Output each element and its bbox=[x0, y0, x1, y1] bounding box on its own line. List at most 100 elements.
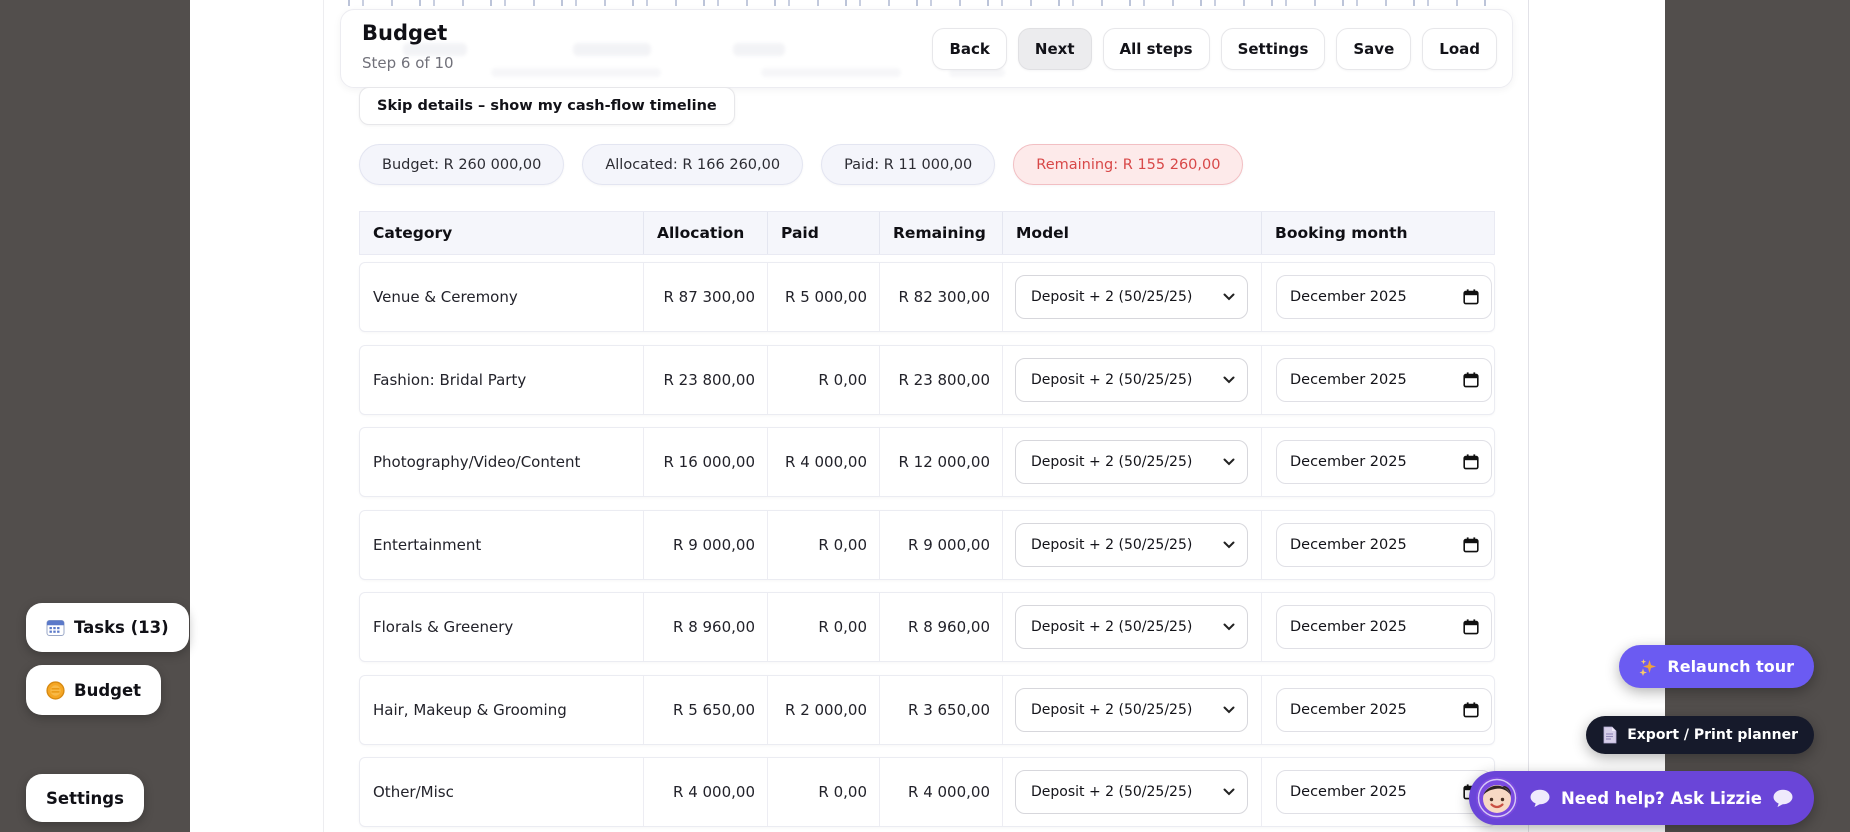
ghost-shape bbox=[949, 68, 1005, 77]
booking-month-input[interactable]: December 2025 bbox=[1276, 688, 1492, 732]
export-print-button[interactable]: Export / Print planner bbox=[1586, 716, 1814, 754]
column-header-category: Category bbox=[360, 212, 644, 254]
remaining-cell: R 8 960,00 bbox=[880, 593, 1003, 661]
paid-cell: R 0,00 bbox=[768, 346, 880, 414]
category-cell: Photography/Video/Content bbox=[360, 428, 644, 496]
export-print-label: Export / Print planner bbox=[1627, 727, 1798, 743]
booking-month-value: December 2025 bbox=[1290, 619, 1407, 635]
payment-model-select[interactable]: Deposit + 2 (50/25/25) bbox=[1015, 523, 1248, 567]
table-row: Hair, Makeup & Grooming R 5 650,00 R 2 0… bbox=[359, 675, 1495, 745]
summary-pills-row: Budget: R 260 000,00 Allocated: R 166 260… bbox=[359, 144, 1244, 185]
calendar-tasks-icon bbox=[46, 618, 65, 637]
tasks-button[interactable]: Tasks (13) bbox=[26, 603, 189, 652]
ghost-shape bbox=[491, 68, 661, 77]
relaunch-tour-label: Relaunch tour bbox=[1667, 657, 1794, 676]
summary-pill: Remaining: R 155 260,00 bbox=[1013, 144, 1244, 185]
calendar-icon[interactable] bbox=[1463, 702, 1479, 718]
calendar-icon[interactable] bbox=[1463, 537, 1479, 553]
calendar-icon[interactable] bbox=[1463, 289, 1479, 305]
calendar-icon[interactable] bbox=[1463, 372, 1479, 388]
booking-month-input[interactable]: December 2025 bbox=[1276, 770, 1492, 814]
step-indicator: Step 6 of 10 bbox=[362, 54, 454, 72]
column-header-model: Model bbox=[1003, 212, 1262, 254]
ghost-shape bbox=[573, 43, 651, 56]
payment-model-select[interactable]: Deposit + 2 (50/25/25) bbox=[1015, 605, 1248, 649]
ghost-shape bbox=[403, 43, 467, 56]
chevron-down-icon bbox=[1223, 541, 1235, 549]
payment-model-select[interactable]: Deposit + 2 (50/25/25) bbox=[1015, 688, 1248, 732]
allocation-cell: R 8 960,00 bbox=[644, 593, 768, 661]
header-button-all-steps[interactable]: All steps bbox=[1102, 27, 1210, 70]
payment-model-value: Deposit + 2 (50/25/25) bbox=[1031, 289, 1193, 305]
calendar-icon[interactable] bbox=[1463, 454, 1479, 470]
sparkles-icon bbox=[1639, 658, 1657, 676]
ghost-shape bbox=[761, 68, 901, 77]
booking-month-input[interactable]: December 2025 bbox=[1276, 605, 1492, 649]
remaining-cell: R 82 300,00 bbox=[880, 263, 1003, 331]
budget-nav-button[interactable]: Budget bbox=[26, 665, 162, 715]
category-cell: Florals & Greenery bbox=[360, 593, 644, 661]
booking-month-input[interactable]: December 2025 bbox=[1276, 358, 1492, 402]
category-cell: Fashion: Bridal Party bbox=[360, 346, 644, 414]
category-cell: Hair, Makeup & Grooming bbox=[360, 676, 644, 744]
table-row: Venue & Ceremony R 87 300,00 R 5 000,00 … bbox=[359, 262, 1495, 332]
column-header-booking-month: Booking month bbox=[1275, 224, 1408, 242]
payment-model-value: Deposit + 2 (50/25/25) bbox=[1031, 702, 1193, 718]
document-icon bbox=[1602, 726, 1617, 744]
summary-pill: Allocated: R 166 260,00 bbox=[582, 144, 804, 185]
payment-model-select[interactable]: Deposit + 2 (50/25/25) bbox=[1015, 358, 1248, 402]
allocation-cell: R 23 800,00 bbox=[644, 346, 768, 414]
header-button-next[interactable]: Next bbox=[1017, 27, 1092, 70]
booking-month-input[interactable]: December 2025 bbox=[1276, 440, 1492, 484]
ask-lizzie-button[interactable]: Need help? Ask Lizzie bbox=[1469, 771, 1814, 825]
table-row: Other/Misc R 4 000,00 R 0,00 R 4 000,00 … bbox=[359, 757, 1495, 827]
ask-lizzie-label: Need help? Ask Lizzie bbox=[1561, 788, 1762, 808]
settings-button[interactable]: Settings bbox=[26, 774, 144, 822]
category-cell: Entertainment bbox=[360, 511, 644, 579]
skip-details-button[interactable]: Skip details – show my cash-flow timelin… bbox=[359, 87, 735, 125]
paid-cell: R 0,00 bbox=[768, 593, 880, 661]
payment-model-select[interactable]: Deposit + 2 (50/25/25) bbox=[1015, 275, 1248, 319]
payment-model-value: Deposit + 2 (50/25/25) bbox=[1031, 372, 1193, 388]
calendar-icon[interactable] bbox=[1463, 619, 1479, 635]
chevron-down-icon bbox=[1223, 706, 1235, 714]
remaining-cell: R 4 000,00 bbox=[880, 758, 1003, 826]
settings-label: Settings bbox=[46, 788, 124, 808]
relaunch-tour-button[interactable]: Relaunch tour bbox=[1619, 645, 1814, 688]
booking-month-input[interactable]: December 2025 bbox=[1276, 523, 1492, 567]
header-button-settings[interactable]: Settings bbox=[1220, 27, 1326, 70]
paid-cell: R 0,00 bbox=[768, 758, 880, 826]
booking-month-value: December 2025 bbox=[1290, 784, 1407, 800]
category-cell: Other/Misc bbox=[360, 758, 644, 826]
clipped-text-remnant bbox=[348, 0, 1498, 6]
remaining-cell: R 12 000,00 bbox=[880, 428, 1003, 496]
remaining-cell: R 23 800,00 bbox=[880, 346, 1003, 414]
summary-pill: Paid: R 11 000,00 bbox=[821, 144, 996, 185]
payment-model-value: Deposit + 2 (50/25/25) bbox=[1031, 619, 1193, 635]
payment-model-value: Deposit + 2 (50/25/25) bbox=[1031, 784, 1193, 800]
panel-divider bbox=[323, 0, 324, 832]
chevron-down-icon bbox=[1223, 376, 1235, 384]
payment-model-select[interactable]: Deposit + 2 (50/25/25) bbox=[1015, 770, 1248, 814]
lizzie-avatar bbox=[1475, 776, 1519, 820]
allocation-cell: R 87 300,00 bbox=[644, 263, 768, 331]
speech-balloon-icon bbox=[1772, 789, 1794, 808]
column-header-paid: Paid bbox=[768, 212, 880, 254]
header-button-load[interactable]: Load bbox=[1422, 27, 1497, 70]
scrollbar-track[interactable] bbox=[1528, 0, 1529, 832]
chevron-down-icon bbox=[1223, 458, 1235, 466]
payment-model-select[interactable]: Deposit + 2 (50/25/25) bbox=[1015, 440, 1248, 484]
page-title: Budget bbox=[362, 21, 448, 45]
paid-cell: R 0,00 bbox=[768, 511, 880, 579]
chevron-down-icon bbox=[1223, 788, 1235, 796]
booking-month-value: December 2025 bbox=[1290, 537, 1407, 553]
payment-model-value: Deposit + 2 (50/25/25) bbox=[1031, 454, 1193, 470]
summary-pill: Budget: R 260 000,00 bbox=[359, 144, 565, 185]
category-cell: Venue & Ceremony bbox=[360, 263, 644, 331]
table-row: Entertainment R 9 000,00 R 0,00 R 9 000,… bbox=[359, 510, 1495, 580]
header-button-back[interactable]: Back bbox=[932, 27, 1007, 70]
header-button-save[interactable]: Save bbox=[1336, 27, 1412, 70]
coin-icon bbox=[46, 680, 65, 700]
paid-cell: R 5 000,00 bbox=[768, 263, 880, 331]
booking-month-input[interactable]: December 2025 bbox=[1276, 275, 1492, 319]
